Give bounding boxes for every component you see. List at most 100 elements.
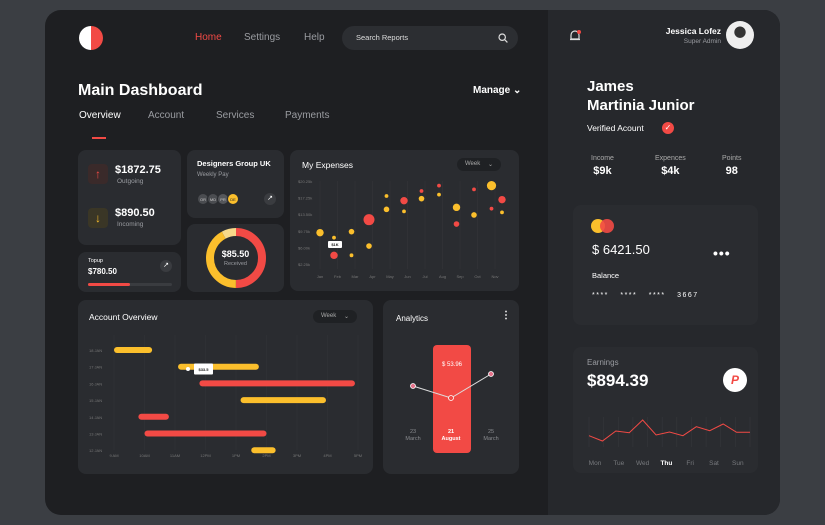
scatter-point [363, 214, 375, 226]
earnings-card: Earnings $894.39 P Mon Tue Wed Thu Fri Sat Sun [573, 347, 758, 473]
scatter-point [332, 235, 336, 240]
stat-label: Expences [655, 155, 686, 162]
paypal-icon[interactable]: P [723, 368, 747, 392]
arrow-up-icon: ↑ [88, 164, 108, 184]
user-name: Jessica Lofez [665, 26, 721, 36]
nav-help[interactable]: Help [304, 32, 325, 43]
x-tick-label: Jan [317, 274, 323, 279]
x-tick-label: Apr [369, 274, 376, 279]
x-tick-label: 10AM [139, 453, 149, 458]
account-week-dropdown[interactable]: Week ⌄ [313, 310, 357, 323]
highlight-value: $ 53.96 [442, 362, 463, 368]
group-link-button[interactable]: ↗ [264, 193, 276, 205]
analytics-title: Analytics [396, 314, 429, 323]
search-placeholder: Search Reports [356, 33, 409, 42]
manage-dropdown[interactable]: Manage ⌄ [473, 85, 521, 96]
x-tick-label: 5PM [354, 453, 362, 458]
earnings-line-chart: Mon Tue Wed Thu Fri Sat Sun [588, 417, 751, 467]
tooltip-box [194, 363, 213, 375]
tooltip-label: $33.5 [198, 367, 209, 372]
gantt-bar [199, 380, 355, 387]
user-role: Super Admin [683, 38, 721, 45]
x-tick-label: Jul [422, 274, 427, 279]
topup-link-button[interactable]: ↗ [160, 260, 172, 272]
scatter-point [437, 183, 441, 188]
search-icon[interactable] [498, 33, 508, 43]
nav-home[interactable]: Home [195, 32, 222, 43]
scatter-point [452, 203, 461, 212]
x-tick-label: 2PM [262, 453, 270, 458]
stat-value: $9k [593, 165, 612, 177]
tab-account[interactable]: Account [148, 110, 185, 121]
verified-label: Verified Acount [587, 123, 644, 133]
dropdown-label: Week [465, 161, 481, 167]
gantt-bar [114, 347, 153, 353]
y-tick-label: $13.50k [298, 212, 312, 217]
active-tab-indicator [92, 137, 106, 139]
x-tick-label: 12PM [200, 453, 210, 458]
scatter-point [400, 196, 408, 205]
scatter-point [418, 195, 425, 202]
profile-name-line2: Martinia Junior [587, 97, 695, 114]
category-month: August [442, 436, 461, 442]
mastercard-icon [591, 219, 615, 233]
expenses-scatter-chart: $20.25k $17.25k $13.50k $9.75k $6.00k $2.25k J… [298, 179, 506, 279]
x-tick-label: 4PM [323, 453, 331, 458]
gantt-bar [240, 397, 326, 404]
y-tick-label: $17.25k [298, 196, 312, 201]
card-balance: $ 6421.50 [592, 242, 650, 257]
bank-card[interactable]: $ 6421.50 ••• Balance **** **** **** 366… [573, 205, 758, 325]
stat-label: Points [722, 155, 742, 162]
tooltip-marker [186, 367, 190, 371]
member-avatar[interactable]: MD [207, 193, 219, 205]
received-donut [206, 228, 266, 288]
day-label: Sun [732, 460, 744, 467]
card-number-group: **** [620, 292, 638, 299]
received-card: $85.50 Received [187, 224, 284, 292]
tab-services[interactable]: Services [216, 110, 255, 121]
x-tick-label: 1PM [232, 453, 240, 458]
bell-icon[interactable] [568, 29, 582, 43]
manage-label: Manage [473, 85, 511, 96]
day-label: Wed [636, 460, 650, 467]
scatter-point [419, 189, 424, 193]
tooltip-box [328, 241, 342, 248]
x-tick-label: Mar [352, 274, 360, 279]
x-tick-label: 3PM [293, 453, 301, 458]
expenses-card: My Expenses Week ⌄ $20.25k $17.25k $13.50k $… [290, 150, 519, 291]
x-tick-label: 11AM [170, 453, 180, 458]
y-tick-label: $20.25k [298, 179, 312, 184]
scatter-point [348, 228, 355, 235]
gantt-bar [138, 413, 169, 420]
expenses-week-dropdown[interactable]: Week ⌄ [457, 158, 501, 171]
tab-payments[interactable]: Payments [285, 110, 330, 121]
logo[interactable] [79, 26, 103, 50]
topup-progress-track [88, 283, 172, 286]
arrow-down-icon: ↓ [88, 208, 108, 228]
y-tick-label: 17 JAN [89, 365, 102, 370]
gantt-bar [251, 447, 276, 454]
account-gantt-chart: 9 AM 10AM 11AM 12PM 1PM 2PM 3PM 4PM 5PM 18 JAN 17 … [89, 335, 362, 458]
scatter-point [437, 192, 441, 197]
day-label: Mon [589, 460, 602, 467]
more-vertical-icon[interactable]: ⋮ [501, 310, 511, 321]
search-input[interactable]: Search Reports [342, 26, 518, 50]
avatar[interactable] [726, 21, 754, 49]
y-tick-label: 18 JAN [89, 348, 102, 353]
earnings-line [588, 419, 750, 442]
nav-settings[interactable]: Settings [244, 32, 281, 43]
donut-segment [206, 228, 266, 288]
category-day: 21 [448, 429, 454, 435]
more-horizontal-icon[interactable]: ••• [713, 245, 731, 261]
tab-overview[interactable]: Overview [79, 110, 121, 121]
account-overview-title: Account Overview [89, 312, 158, 322]
expenses-title: My Expenses [302, 160, 354, 170]
member-avatar[interactable]: DE [227, 193, 239, 205]
x-tick-label: Feb [334, 274, 342, 279]
analytics-point [488, 371, 494, 377]
scatter-point [489, 206, 494, 211]
profile-name-line1: James [587, 78, 634, 95]
received-amount: $85.50 [221, 249, 250, 259]
donut-segment [206, 228, 266, 288]
category-day: 23 [410, 429, 416, 435]
